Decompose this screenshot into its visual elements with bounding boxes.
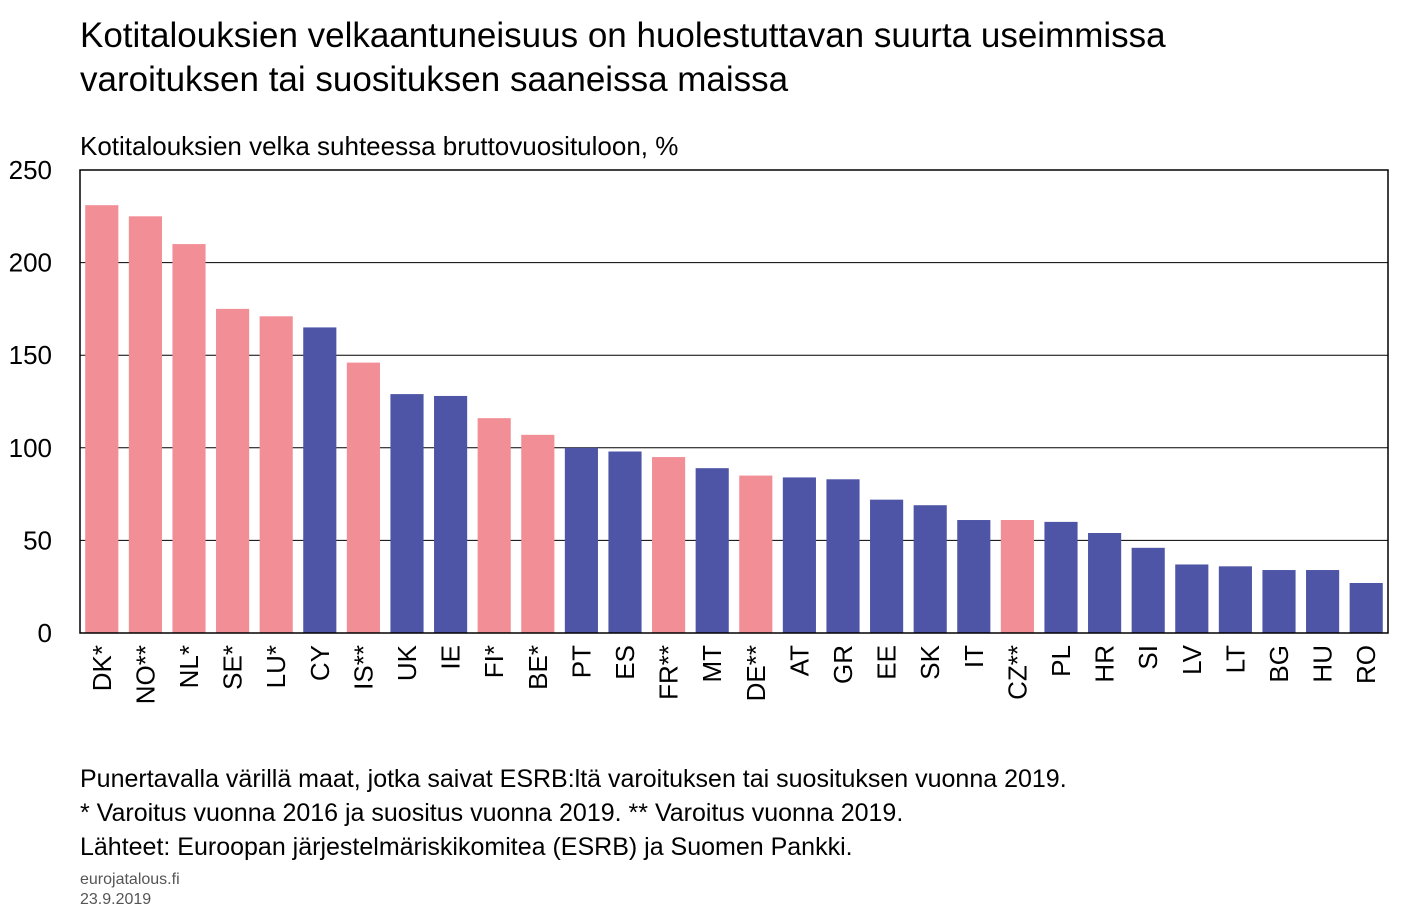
bar-hu [1306, 570, 1340, 633]
x-tick-label: NO** [130, 645, 160, 704]
x-tick-label: NL* [174, 645, 204, 688]
x-tick-labels: DK* NO** NL* SE* LU* CY IS** UK IE FI* BE* PT ES FR**… [87, 644, 1381, 704]
bar-sk [913, 505, 947, 633]
title-line-1: Kotitalouksien velkaantuneisuus on huole… [80, 16, 1166, 55]
x-tick-label: DK* [87, 645, 117, 691]
x-tick-label: PL [1046, 645, 1076, 677]
gridlines [80, 262, 1388, 541]
bar-ro [1349, 582, 1383, 633]
bar-cy [303, 327, 337, 633]
footnote-color-legend: Punertavalla värillä maat, jotka saivat … [80, 765, 1067, 793]
bar-be [521, 434, 555, 633]
y-tick-label: 100 [9, 433, 52, 463]
x-tick-label: LV [1177, 644, 1207, 675]
footnote-sources: Lähteet: Euroopan järjestelmäriskikomite… [80, 833, 853, 861]
x-tick-label: DE** [741, 645, 771, 701]
bar-uk [390, 394, 424, 633]
y-tick-label: 50 [23, 525, 52, 555]
chart-title: Kotitalouksien velkaantuneisuus on huole… [80, 14, 1400, 102]
x-tick-label: IS** [348, 645, 378, 690]
bar-lt [1218, 566, 1252, 633]
x-tick-label: PT [566, 645, 596, 678]
bar-si [1131, 547, 1165, 633]
bar-at [782, 477, 816, 633]
y-tick-label: 150 [9, 340, 52, 370]
footnotes: Punertavalla värillä maat, jotka saivat … [80, 762, 1067, 864]
bar-pl [1044, 521, 1078, 633]
bar-cz [1000, 520, 1034, 633]
bars [85, 205, 1383, 634]
x-tick-label: FI* [479, 645, 509, 678]
bar-ee [870, 499, 904, 633]
bar-hr [1088, 532, 1122, 633]
x-tick-label: CY [305, 645, 335, 681]
bar-mt [695, 468, 729, 633]
x-tick-label: AT [784, 645, 814, 676]
bar-ie [434, 395, 468, 633]
y-tick-label: 200 [9, 248, 52, 278]
bar-is [346, 362, 380, 633]
bar-nl [172, 244, 206, 633]
x-tick-label: CZ** [1002, 645, 1032, 700]
y-axis-label: Kotitalouksien velka suhteessa bruttovuo… [80, 131, 679, 161]
y-tick-label: 250 [9, 155, 52, 185]
x-tick-label: HR [1090, 645, 1120, 683]
bar-dk [85, 205, 119, 634]
x-tick-label: SI [1133, 645, 1163, 670]
x-tick-label: EE [872, 645, 902, 680]
bar-pt [564, 447, 598, 633]
bar-no [128, 216, 162, 634]
bar-fr [652, 457, 686, 633]
x-tick-label: LT [1220, 645, 1250, 674]
x-tick-label: SE* [218, 645, 248, 690]
plot-frame [79, 169, 1389, 634]
x-tick-label: IT [959, 645, 989, 668]
bar-gr [826, 479, 860, 633]
source-site: eurojatalous.fi [80, 871, 180, 888]
x-tick-label: FR** [654, 645, 684, 700]
x-tick-label: RO [1351, 645, 1381, 684]
x-tick-label: LU* [261, 645, 291, 688]
bar-it [957, 520, 991, 633]
footnote-asterisks: * Varoitus vuonna 2016 ja suositus vuonn… [80, 799, 904, 827]
x-tick-label: BE* [523, 645, 553, 690]
bar-es [608, 451, 642, 633]
x-tick-label: SK [915, 644, 945, 679]
bar-fi [477, 418, 511, 633]
bar-lv [1175, 564, 1209, 633]
y-tick-labels: 0 50 100 150 200 250 [9, 155, 52, 648]
bar-de [739, 475, 773, 633]
bar-se [216, 308, 250, 633]
x-tick-label: UK [392, 644, 422, 681]
y-tick-label: 0 [38, 618, 52, 648]
x-tick-label: ES [610, 645, 640, 680]
bar-lu [259, 316, 293, 633]
publication-info: eurojatalous.fi 23.9.2019 [80, 870, 180, 910]
publication-date: 23.9.2019 [80, 891, 152, 908]
x-tick-label: BG [1264, 645, 1294, 683]
title-line-2: varoituksen tai suosituksen saaneissa ma… [80, 60, 789, 99]
x-tick-label: GR [828, 645, 858, 684]
x-tick-label: HU [1308, 645, 1338, 683]
x-tick-label: MT [697, 645, 727, 683]
x-tick-label: IE [436, 645, 466, 670]
bar-bg [1262, 570, 1296, 633]
